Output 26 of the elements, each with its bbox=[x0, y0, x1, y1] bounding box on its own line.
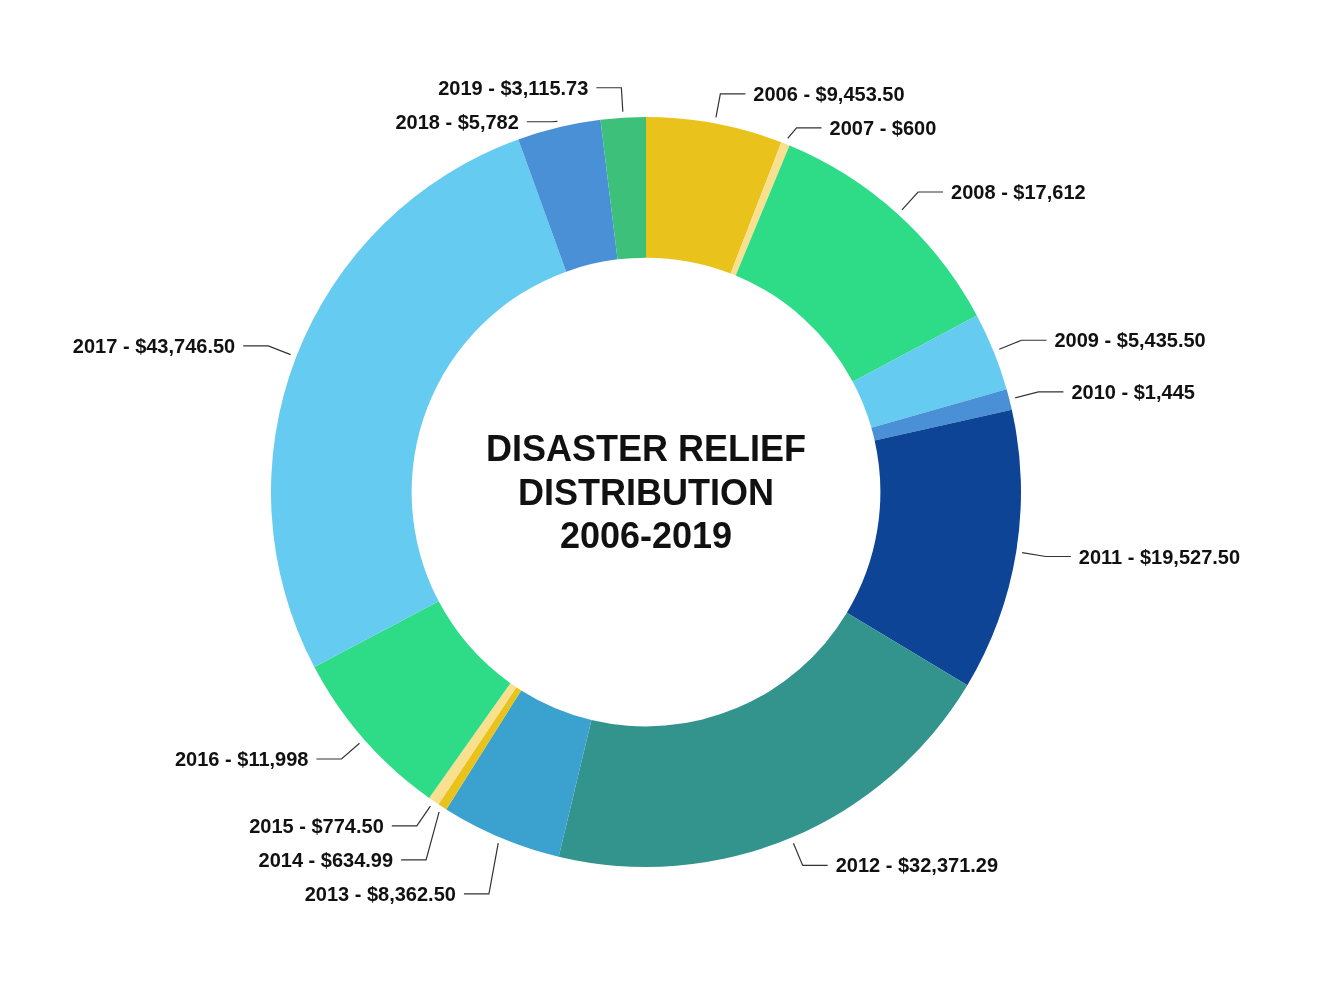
slice-label: 2007 - $600 bbox=[829, 116, 937, 139]
slice-label: 2006 - $9,453.50 bbox=[753, 82, 905, 105]
donut-slice bbox=[852, 315, 1007, 428]
slice-label: 2008 - $17,612 bbox=[951, 181, 1086, 204]
slice-label: 2014 - $634.99 bbox=[258, 848, 394, 871]
donut-slice bbox=[429, 683, 517, 805]
slice-label: 2010 - $1,445 bbox=[1071, 380, 1195, 403]
slice-label: 2013 - $8,362.50 bbox=[304, 882, 456, 905]
slice-label: 2011 - $19,527.50 bbox=[1078, 545, 1241, 568]
donut-slice bbox=[446, 690, 592, 857]
donut-slice bbox=[518, 119, 618, 272]
slice-label: 2009 - $5,435.50 bbox=[1054, 329, 1206, 352]
text: DISASTER RELIEF DISTRIBUTION 2006-2019 bbox=[485, 428, 807, 556]
donut-slice bbox=[730, 142, 790, 276]
donut-slice bbox=[438, 687, 522, 810]
donut-slice bbox=[646, 117, 782, 274]
donut-slice bbox=[314, 601, 511, 798]
slice-label: 2015 - $774.50 bbox=[249, 814, 384, 837]
donut-slice bbox=[600, 117, 646, 260]
donut-slice bbox=[871, 389, 1012, 441]
slice-label: 2017 - $43,746.50 bbox=[72, 334, 236, 357]
slice-label: 2016 - $11,998 bbox=[175, 748, 309, 770]
donut-slice bbox=[846, 409, 1021, 686]
slice-label: 2012 - $32,371.29 bbox=[835, 854, 999, 877]
slice-label: 2018 - $5,782 bbox=[395, 110, 519, 133]
slice-label: 2019 - $3,115.73 bbox=[438, 76, 589, 99]
